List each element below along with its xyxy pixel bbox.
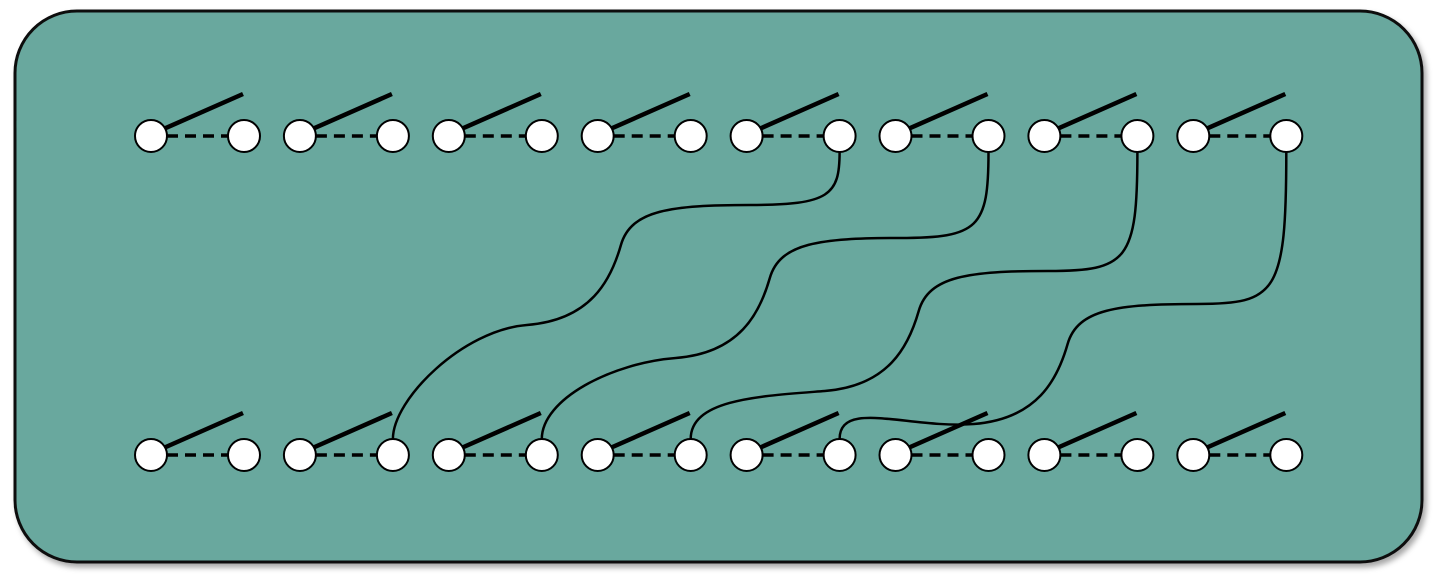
switch-terminal-left (1027, 119, 1062, 153)
switch-terminal-left (134, 119, 168, 153)
switch-terminal-left (878, 119, 913, 153)
switch-terminal-left (878, 438, 913, 472)
switch-terminal-right (822, 438, 857, 472)
switch-lever (902, 410, 989, 453)
switch-terminal-left (1027, 438, 1062, 472)
switch-terminal-right (227, 119, 261, 153)
switch-lever (604, 91, 691, 134)
switch-terminal-right (673, 119, 708, 153)
connection-wires (391, 151, 1288, 440)
switch-lever (158, 410, 244, 453)
switch (1027, 91, 1155, 153)
switch (431, 410, 559, 472)
switch-lever (753, 410, 840, 453)
switch (878, 91, 1006, 153)
switch (1027, 410, 1155, 472)
switch-lever (1200, 91, 1287, 134)
bottom-row (134, 410, 1304, 472)
switch-terminal-right (375, 438, 410, 472)
switch (729, 410, 857, 472)
switch-rows (134, 91, 1304, 472)
switch-terminal-left (729, 119, 764, 153)
switch-terminal-left (282, 119, 317, 153)
circuit-panel (13, 9, 1424, 564)
top-row (134, 91, 1304, 153)
switch-terminal-left (1176, 438, 1211, 472)
switch (729, 91, 857, 153)
switch (580, 410, 708, 472)
switch (282, 410, 410, 472)
switch-terminal-right (971, 438, 1006, 472)
switch-lever (306, 410, 393, 453)
switch-terminal-left (134, 438, 168, 472)
switch-lever (902, 91, 989, 134)
switch-terminal-left (431, 438, 466, 472)
switch-lever (455, 91, 542, 134)
switch-terminal-right (227, 438, 261, 472)
switch-terminal-right (1269, 119, 1304, 153)
switch (580, 91, 708, 153)
switch-terminal-right (822, 119, 857, 153)
switch-lever (1051, 91, 1138, 134)
switch-terminal-left (580, 438, 615, 472)
connection-wire (689, 151, 1139, 440)
switch (878, 410, 1006, 472)
switch-terminal-right (1120, 119, 1155, 153)
switch-terminal-right (673, 438, 708, 472)
switch (1176, 410, 1304, 472)
switch-lever (455, 410, 542, 453)
switch-lever (306, 91, 393, 134)
switch-terminal-right (1269, 438, 1304, 472)
connection-wire (838, 151, 1288, 440)
switch (1176, 91, 1304, 153)
switch (134, 91, 261, 153)
switch-lever (604, 410, 691, 453)
switch (431, 91, 559, 153)
switch-lever (158, 91, 244, 134)
switch-lever (753, 91, 840, 134)
connection-wire (391, 151, 841, 440)
switch-lever (1200, 410, 1287, 453)
connection-wire (540, 151, 990, 440)
switch (134, 410, 261, 472)
switch-lever (1051, 410, 1138, 453)
switch-terminal-right (375, 119, 410, 153)
switch-terminal-right (524, 438, 559, 472)
switch-terminal-left (729, 438, 764, 472)
switch-terminal-left (580, 119, 615, 153)
switch-terminal-left (431, 119, 466, 153)
switch-terminal-right (971, 119, 1006, 153)
switch-terminal-left (282, 438, 317, 472)
switch-terminal-right (524, 119, 559, 153)
switch-terminal-left (1176, 119, 1211, 153)
switch-terminal-right (1120, 438, 1155, 472)
switch (282, 91, 410, 153)
